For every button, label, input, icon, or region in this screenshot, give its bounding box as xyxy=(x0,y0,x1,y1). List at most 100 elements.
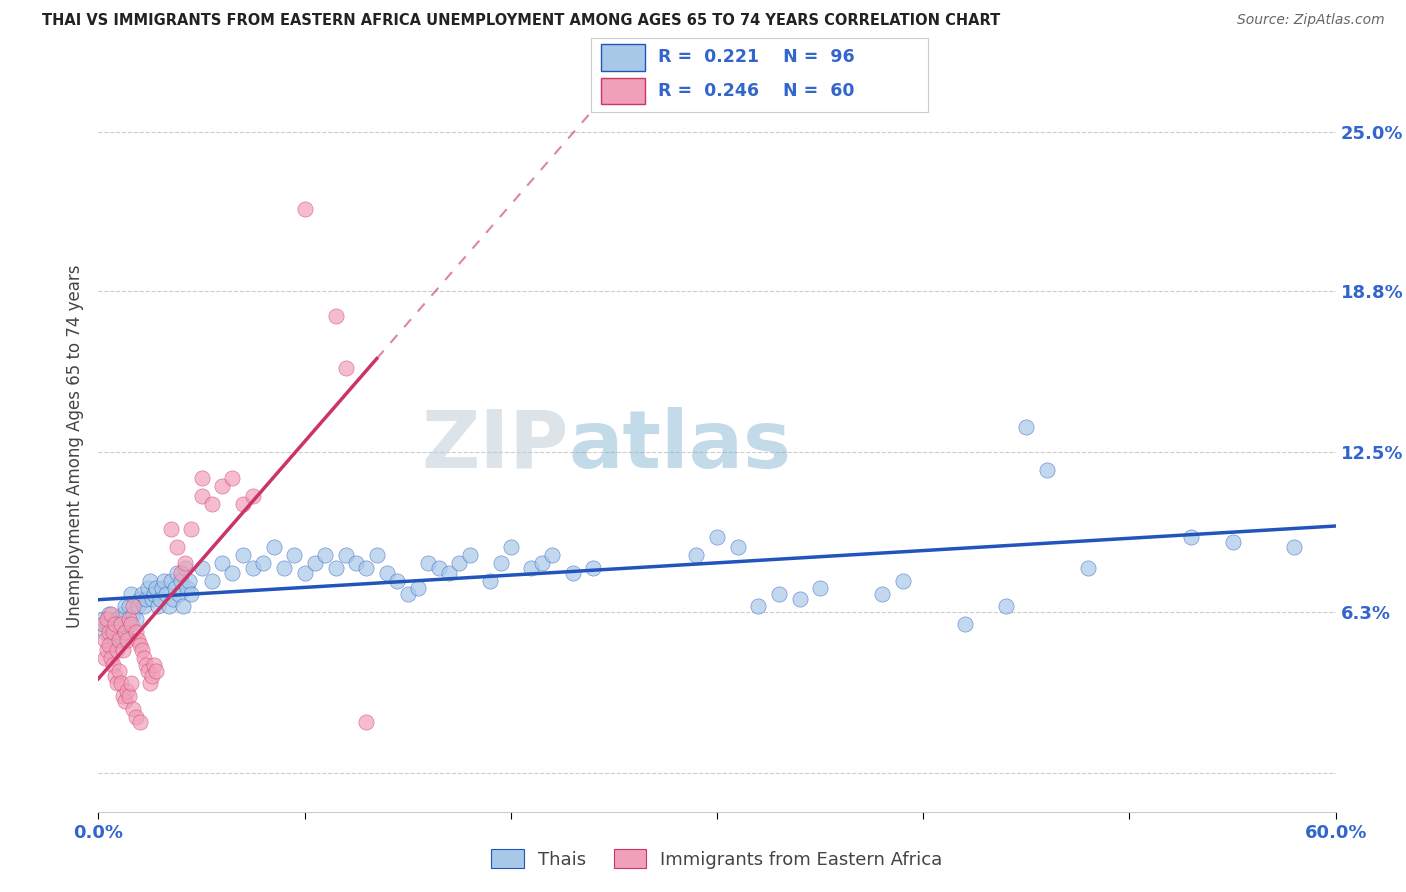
Point xyxy=(104,669,127,683)
Point xyxy=(118,599,141,614)
Point xyxy=(273,561,295,575)
Point xyxy=(201,574,224,588)
Point xyxy=(479,574,502,588)
Point xyxy=(294,566,316,580)
Point xyxy=(139,676,162,690)
Text: R =  0.246    N =  60: R = 0.246 N = 60 xyxy=(658,82,855,100)
Point xyxy=(180,523,202,537)
Point xyxy=(118,612,141,626)
Point xyxy=(117,684,139,698)
Point xyxy=(190,561,212,575)
Point xyxy=(242,561,264,575)
Point xyxy=(148,599,170,614)
Point xyxy=(108,625,131,640)
Point xyxy=(221,471,243,485)
Point xyxy=(789,591,811,606)
Point xyxy=(93,650,115,665)
Point xyxy=(104,632,127,647)
Point xyxy=(179,574,201,588)
Point xyxy=(143,586,166,600)
Point xyxy=(406,582,429,596)
Point xyxy=(706,530,728,544)
Point xyxy=(155,586,177,600)
Point xyxy=(120,617,142,632)
Text: atlas: atlas xyxy=(568,407,792,485)
Point xyxy=(122,607,145,621)
Point xyxy=(953,617,976,632)
Point xyxy=(97,625,120,640)
Point xyxy=(201,497,224,511)
Point xyxy=(101,625,124,640)
Point xyxy=(541,548,564,562)
Point xyxy=(174,556,197,570)
Point xyxy=(747,599,769,614)
Point xyxy=(100,607,122,621)
Point xyxy=(159,523,181,537)
Point xyxy=(1222,535,1244,549)
Point xyxy=(283,548,305,562)
Point xyxy=(104,617,127,632)
Point xyxy=(101,658,124,673)
Point xyxy=(117,632,139,647)
Point xyxy=(96,617,118,632)
Point xyxy=(105,612,128,626)
Text: THAI VS IMMIGRANTS FROM EASTERN AFRICA UNEMPLOYMENT AMONG AGES 65 TO 74 YEARS CO: THAI VS IMMIGRANTS FROM EASTERN AFRICA U… xyxy=(42,13,1001,29)
Point xyxy=(145,664,167,678)
Point xyxy=(112,607,135,621)
Point xyxy=(356,714,378,729)
Point xyxy=(131,586,153,600)
Point xyxy=(150,582,173,596)
Point xyxy=(145,582,167,596)
Point xyxy=(1015,419,1038,434)
Point xyxy=(449,556,471,570)
Point xyxy=(304,556,326,570)
Point xyxy=(263,541,285,555)
Point xyxy=(100,650,122,665)
Point xyxy=(232,548,254,562)
Point xyxy=(375,566,398,580)
Point xyxy=(727,541,749,555)
Point xyxy=(108,664,131,678)
Point xyxy=(117,617,139,632)
Point xyxy=(176,582,198,596)
Point xyxy=(768,586,790,600)
Point xyxy=(172,599,194,614)
Point xyxy=(387,574,409,588)
Point xyxy=(166,566,188,580)
Point xyxy=(167,586,190,600)
Point xyxy=(136,664,159,678)
Y-axis label: Unemployment Among Ages 65 to 74 years: Unemployment Among Ages 65 to 74 years xyxy=(66,264,84,628)
Point xyxy=(131,643,153,657)
Point xyxy=(112,643,135,657)
Point xyxy=(437,566,460,580)
Point xyxy=(174,561,197,575)
FancyBboxPatch shape xyxy=(600,45,644,70)
Point xyxy=(1036,463,1059,477)
Point xyxy=(110,617,132,632)
Point xyxy=(91,612,114,626)
Point xyxy=(143,658,166,673)
Point xyxy=(458,548,481,562)
Point xyxy=(114,625,136,640)
Point xyxy=(128,714,150,729)
Point xyxy=(93,625,115,640)
Point xyxy=(114,694,136,708)
Point xyxy=(97,638,120,652)
Point xyxy=(427,561,450,575)
Text: ZIP: ZIP xyxy=(422,407,568,485)
Point xyxy=(157,599,180,614)
Point xyxy=(114,625,136,640)
Point xyxy=(356,561,378,575)
Text: R =  0.221    N =  96: R = 0.221 N = 96 xyxy=(658,48,855,66)
Point xyxy=(170,566,193,580)
Point xyxy=(101,625,124,640)
Point xyxy=(163,582,186,596)
Point xyxy=(232,497,254,511)
Point xyxy=(190,489,212,503)
Point xyxy=(127,632,149,647)
Point xyxy=(211,556,233,570)
Point xyxy=(561,566,583,580)
Point xyxy=(112,612,135,626)
Point xyxy=(135,591,157,606)
Point xyxy=(530,556,553,570)
